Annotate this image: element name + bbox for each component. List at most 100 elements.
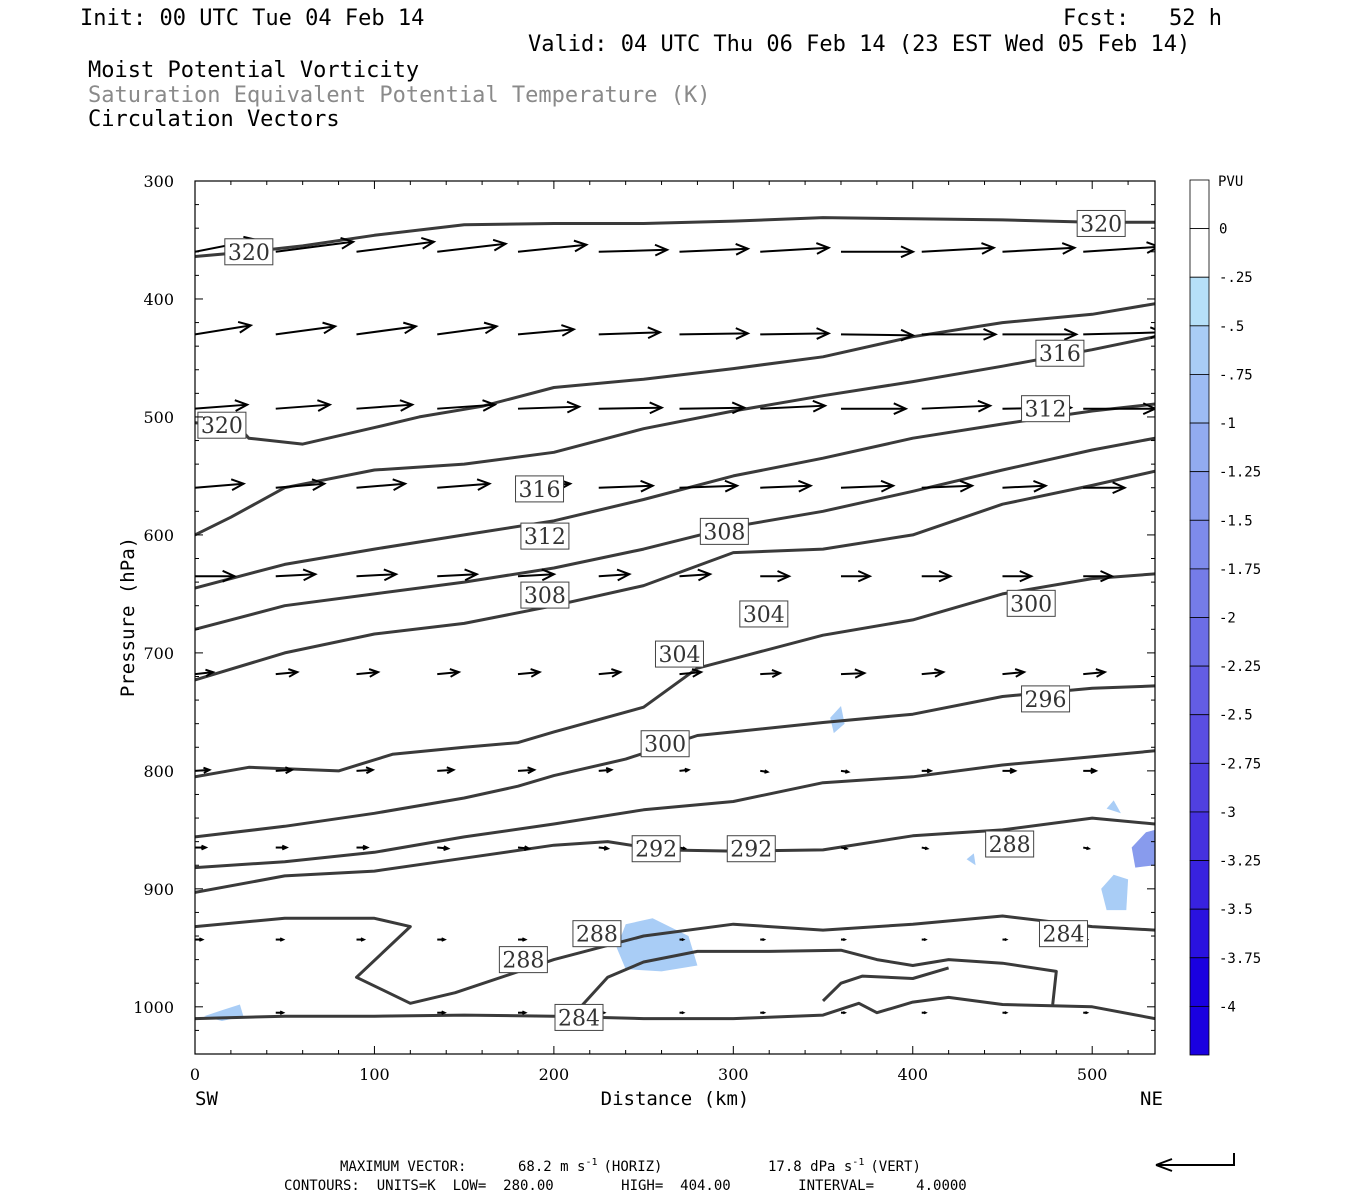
contour-label: 296 xyxy=(1021,685,1071,713)
vector-head xyxy=(1086,846,1092,851)
vector-shaft xyxy=(437,768,454,772)
vector-shaft xyxy=(517,243,587,253)
vector-shaft xyxy=(679,484,738,489)
vector-shaft xyxy=(517,405,580,410)
colorbar-box xyxy=(1189,374,1210,424)
circulation-vector xyxy=(921,328,998,341)
contour-label-text: 284 xyxy=(1042,923,1084,948)
x-axis-title: Distance (km) xyxy=(601,1088,750,1110)
contour-label-box xyxy=(1035,339,1085,367)
vector-shaft xyxy=(760,246,829,253)
circulation-vector xyxy=(760,938,767,942)
vector-shaft xyxy=(437,403,495,410)
vert-value: 17.8 dPa s xyxy=(768,1159,852,1175)
circulation-vector xyxy=(598,326,663,340)
vector-head xyxy=(777,570,792,583)
circulation-vector xyxy=(517,668,543,678)
contour-label: 284 xyxy=(1038,920,1088,948)
colorbar-label: -1.5 xyxy=(1219,513,1253,529)
contour-label-text: 304 xyxy=(743,603,785,628)
colorbar-box xyxy=(1189,1005,1210,1056)
vector-shaft xyxy=(275,768,293,772)
colorbar-label: -1 xyxy=(1219,416,1236,432)
vector-shaft xyxy=(437,325,497,336)
vector-head xyxy=(482,399,498,412)
theta-e-contour xyxy=(195,914,1155,1005)
x-tick-label: 0 xyxy=(190,1065,200,1084)
circulation-vector xyxy=(679,568,713,582)
colorbar-box xyxy=(1189,422,1210,473)
reference-vector xyxy=(1155,1153,1235,1172)
vector-head xyxy=(1159,1011,1162,1014)
colorbar-box xyxy=(1189,665,1210,716)
vector-head xyxy=(464,568,480,582)
vector-shaft xyxy=(679,406,745,410)
vector-head xyxy=(446,766,456,775)
contour-label-text: 320 xyxy=(1080,212,1122,237)
vector-head xyxy=(603,845,611,851)
contour-info: CONTOURS: UNITS=K LOW= 280.00 HIGH= 404.… xyxy=(284,1178,967,1194)
vector-head xyxy=(764,769,770,774)
circulation-vector xyxy=(598,479,656,493)
vector-head xyxy=(842,1011,848,1015)
vector-head xyxy=(1084,1011,1090,1015)
colorbar-box xyxy=(1189,276,1210,327)
vector-shaft xyxy=(356,573,397,578)
circulation-vector xyxy=(1002,1011,1009,1015)
circulation-vector xyxy=(437,478,492,491)
y-axis-title: Pressure (hPa) xyxy=(117,537,139,697)
vector-head xyxy=(735,242,751,256)
vector-shaft xyxy=(1002,671,1025,676)
circulation-vector xyxy=(840,245,916,259)
vector-head xyxy=(360,937,367,942)
vector-shaft xyxy=(195,324,251,336)
vector-head xyxy=(649,401,665,415)
vector-head xyxy=(1100,570,1115,583)
colorbar-box xyxy=(1189,519,1210,570)
circulation-vector xyxy=(1083,1011,1090,1015)
contour-label: 292 xyxy=(631,835,681,863)
circulation-vector xyxy=(840,1011,848,1015)
circulation-vector xyxy=(760,669,783,678)
circulation-vector xyxy=(356,844,370,851)
contour-label-box xyxy=(224,238,274,266)
contour-label-box xyxy=(197,411,247,439)
vector-shaft xyxy=(921,404,991,410)
circulation-vector xyxy=(517,568,557,582)
vector-shaft xyxy=(921,671,944,676)
vector-head xyxy=(1009,767,1018,775)
colorbar-label: -.5 xyxy=(1219,319,1244,335)
vector-head xyxy=(616,568,632,582)
vector-shaft xyxy=(517,671,540,676)
vector-head xyxy=(815,242,832,255)
circulation-vector xyxy=(921,1011,928,1015)
vector-shaft xyxy=(1002,246,1075,253)
vector-shaft xyxy=(275,325,336,336)
circulation-vector xyxy=(275,844,289,851)
circulation-vector xyxy=(1002,479,1049,493)
contour-label: 308 xyxy=(699,517,749,545)
vector-shaft xyxy=(598,331,660,336)
vector-head xyxy=(1090,767,1099,775)
vector-shaft xyxy=(275,240,354,253)
contour-label-box xyxy=(554,1003,604,1031)
y-tick-label: 700 xyxy=(143,644,174,663)
vector-shaft xyxy=(598,671,621,676)
x-tick-label: 500 xyxy=(1077,1065,1108,1084)
theta-e-contour xyxy=(195,749,1155,870)
vector-head xyxy=(724,479,740,493)
contour-label-box xyxy=(515,475,565,503)
contour-label-text: 288 xyxy=(989,833,1031,858)
contour-label: 288 xyxy=(498,946,548,974)
contour-label-box xyxy=(739,600,789,628)
colorbar-label: -1.25 xyxy=(1219,465,1261,481)
circulation-vector xyxy=(356,399,415,412)
colorbar-label: -4 xyxy=(1219,999,1236,1015)
circulation-vector xyxy=(356,321,419,336)
vector-head xyxy=(761,1011,767,1015)
circulation-vector xyxy=(598,568,632,582)
circulation-vector xyxy=(1083,668,1108,678)
circulation-vector xyxy=(1083,846,1092,851)
vector-shaft xyxy=(517,328,574,336)
contour-label: 292 xyxy=(726,835,776,863)
